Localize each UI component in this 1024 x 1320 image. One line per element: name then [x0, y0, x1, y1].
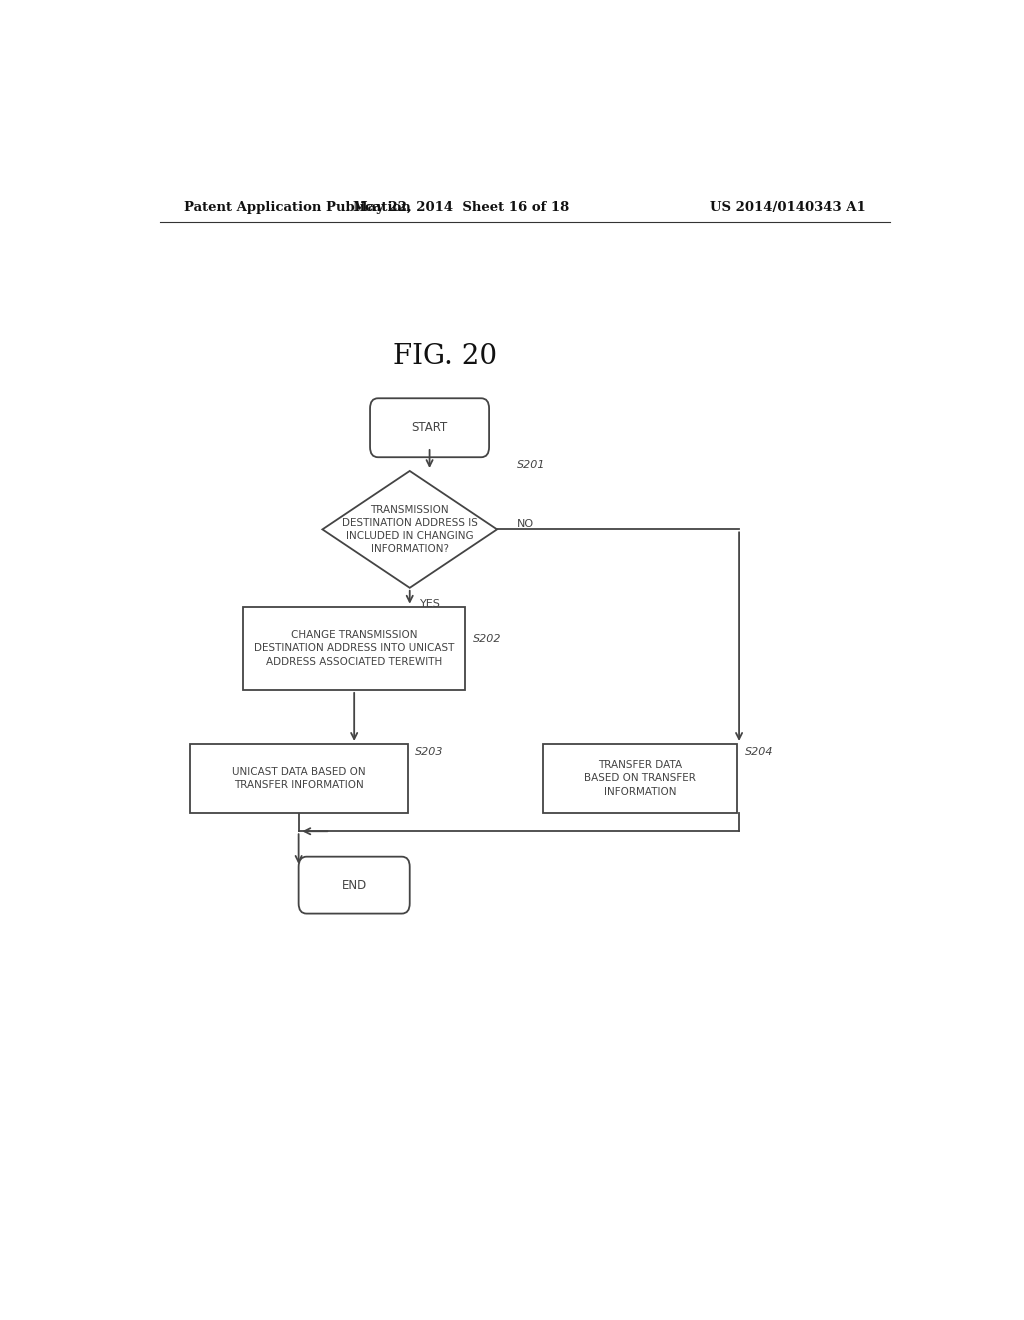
Text: S204: S204 [745, 747, 774, 756]
Text: START: START [412, 421, 447, 434]
Text: TRANSMISSION
DESTINATION ADDRESS IS
INCLUDED IN CHANGING
INFORMATION?: TRANSMISSION DESTINATION ADDRESS IS INCL… [342, 504, 477, 554]
Text: FIG. 20: FIG. 20 [393, 343, 498, 370]
Text: Patent Application Publication: Patent Application Publication [183, 201, 411, 214]
Text: S203: S203 [416, 747, 443, 756]
Text: CHANGE TRANSMISSION
DESTINATION ADDRESS INTO UNICAST
ADDRESS ASSOCIATED TEREWITH: CHANGE TRANSMISSION DESTINATION ADDRESS … [254, 630, 455, 667]
Bar [189, 744, 408, 813]
Bar [543, 744, 737, 813]
Text: NO: NO [517, 519, 534, 529]
Text: S201: S201 [517, 461, 546, 470]
Bar [243, 607, 465, 690]
Polygon shape [323, 471, 497, 587]
Text: S202: S202 [473, 634, 502, 644]
FancyBboxPatch shape [370, 399, 489, 457]
Text: US 2014/0140343 A1: US 2014/0140343 A1 [711, 201, 866, 214]
FancyBboxPatch shape [299, 857, 410, 913]
Text: May 22, 2014  Sheet 16 of 18: May 22, 2014 Sheet 16 of 18 [353, 201, 569, 214]
Text: TRANSFER DATA
BASED ON TRANSFER
INFORMATION: TRANSFER DATA BASED ON TRANSFER INFORMAT… [584, 760, 696, 796]
Text: UNICAST DATA BASED ON
TRANSFER INFORMATION: UNICAST DATA BASED ON TRANSFER INFORMATI… [231, 767, 366, 789]
Text: END: END [342, 879, 367, 891]
Text: YES: YES [420, 598, 441, 609]
